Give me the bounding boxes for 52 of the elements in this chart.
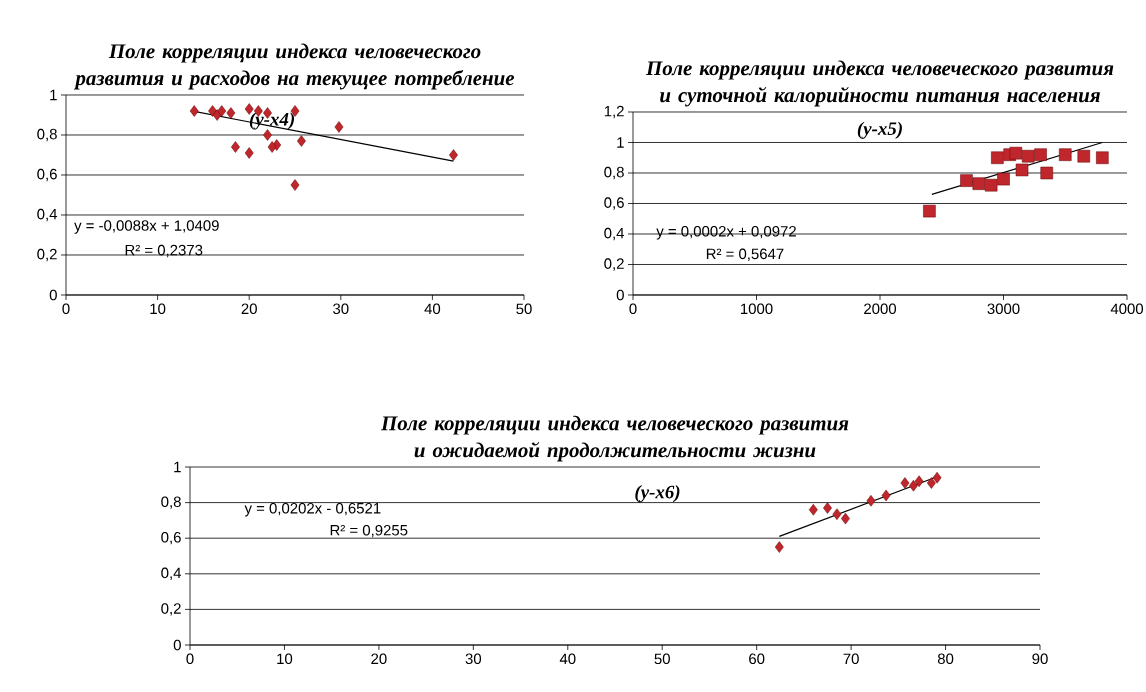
x-tick-label: 2000 [864, 303, 897, 315]
chart-title: Поле корреляции индекса человеческого развития и расходов на текущее потребление [73, 43, 515, 90]
y-tick-label: 0 [173, 639, 181, 651]
x-tick-label: 20 [241, 303, 257, 315]
annotation: R² = 0,9255 [330, 524, 408, 538]
x-tick-label: 70 [843, 653, 859, 665]
x-tick-label: 0 [186, 653, 194, 665]
y-tick-label: 0,6 [161, 532, 181, 545]
x-tick-label: 0 [62, 303, 70, 315]
x-tick-label: 50 [654, 653, 670, 665]
y-tick-label: 0,6 [604, 197, 624, 210]
x-tick-label: 0 [629, 303, 637, 315]
y-tick-label: 1 [50, 89, 57, 101]
y-tick-label: 0,8 [37, 128, 57, 142]
text: (у-х6) [635, 485, 680, 503]
x-tick-label: 90 [1032, 653, 1048, 665]
y-tick-label: 0,2 [37, 248, 57, 262]
x-tick-label: 10 [150, 303, 166, 315]
x-tick-label: 4000 [1110, 303, 1144, 315]
y-tick-label: 1 [174, 461, 181, 473]
x-tick-label: 30 [465, 653, 482, 665]
x-tick-label: 20 [371, 653, 387, 665]
chart-title: Поле корреляции индекса человеческого развития и суточной калорийности питания населения [645, 60, 1114, 107]
annotation: y = 0,0202x - 0,6521 [244, 502, 381, 517]
x-tick-label: 3000 [987, 303, 1020, 315]
y-tick-label: 0,2 [604, 258, 624, 271]
y-tick-label: 1 [617, 137, 624, 148]
x-tick-label: 30 [333, 303, 349, 315]
x-tick-label: 50 [516, 303, 532, 315]
y-tick-label: 0,8 [604, 166, 624, 180]
x-tick-label: 60 [749, 653, 765, 665]
chart-subtitle: (у-х5) [857, 121, 902, 139]
y-tick-label: 1,2 [604, 105, 624, 119]
y-tick-label: 0 [49, 289, 57, 301]
y-tick-label: 0,4 [604, 227, 625, 241]
annotation: y = 0,0002x + 0,0972 [656, 226, 796, 240]
text: (у-х4) [249, 112, 295, 130]
x-tick-label: 1000 [741, 303, 773, 315]
x-tick-label: 10 [277, 653, 293, 665]
y-tick-label: 0,4 [161, 567, 182, 580]
chart-title: Поле корреляции индекса человеческого развития и ожидаемой продолжительности жизни [380, 415, 849, 462]
y-tick-label: 0,4 [37, 208, 58, 222]
annotation: R² = 0,5647 [706, 248, 784, 261]
annotation: y = -0,0088x + 1,0409 [74, 220, 219, 234]
y-tick-label: 0,6 [37, 168, 57, 182]
y-tick-label: 0 [616, 289, 624, 301]
x-tick-label: 80 [937, 653, 954, 665]
y-tick-label: 0,2 [161, 603, 181, 616]
annotation: R² = 0,2373 [125, 244, 203, 258]
x-tick-label: 40 [559, 653, 576, 665]
y-tick-label: 0,8 [161, 496, 181, 509]
x-tick-label: 40 [424, 303, 441, 315]
